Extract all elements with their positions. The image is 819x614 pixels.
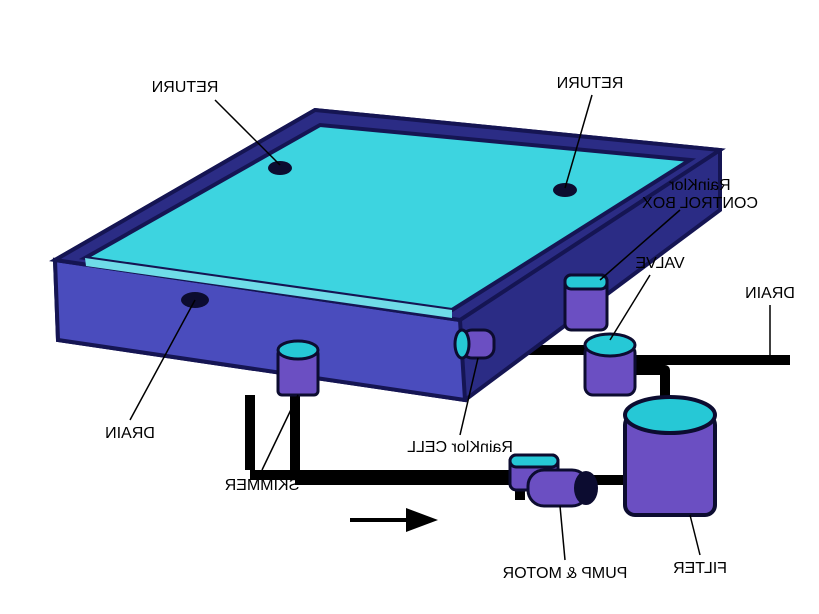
rainklor-cell (455, 330, 494, 358)
label-drain-right: DRAIN (745, 285, 795, 302)
label-filter: FILTER (673, 560, 727, 577)
label-control-box-l2: CONTROL BOX (642, 195, 758, 212)
filter (625, 397, 715, 515)
control-box (565, 275, 607, 330)
label-rainklor-cell: RainKlor CELL (407, 439, 513, 456)
return-fitting-left (268, 161, 292, 175)
label-control-box-l1: RainKlor (669, 177, 731, 194)
label-return-left: RETURN (152, 79, 219, 96)
valve (585, 334, 635, 395)
label-skimmer: SKIMMER (225, 477, 300, 494)
label-valve: VALVE (635, 255, 684, 272)
skimmer (278, 341, 318, 395)
label-pump-motor: PUMP & MOTOR (503, 565, 628, 582)
return-fitting-right (553, 183, 577, 197)
label-drain-pool: DRAIN (105, 425, 155, 442)
label-return-right: RETURN (557, 75, 624, 92)
pool-system-diagram: RETURN RETURN DRAIN SKIMMER RainKlor CEL… (0, 0, 819, 614)
